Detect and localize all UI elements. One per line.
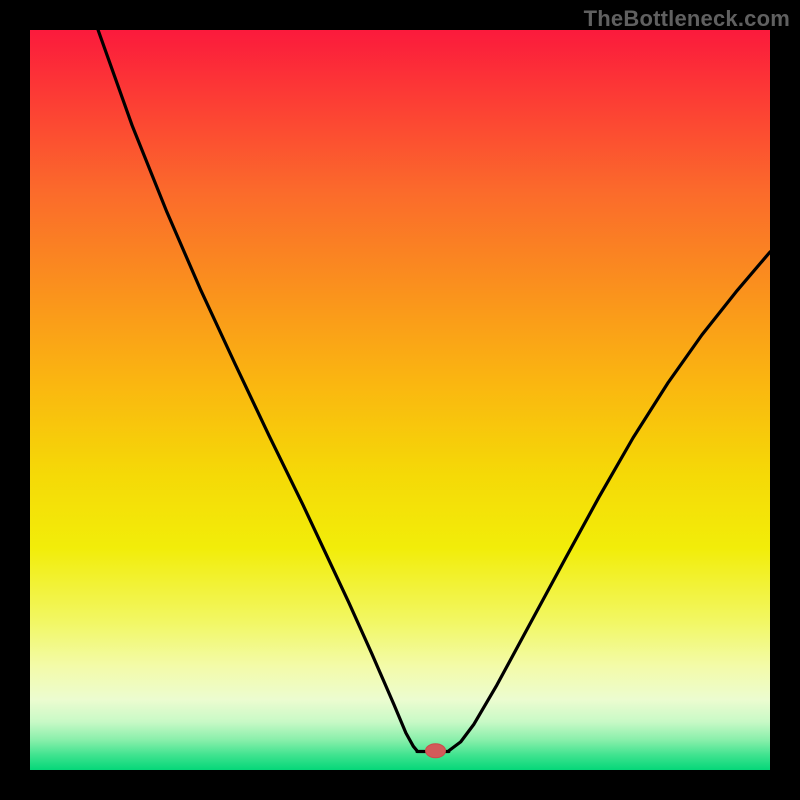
- chart-svg: [0, 0, 800, 800]
- optimal-point-marker: [426, 744, 446, 758]
- watermark-text: TheBottleneck.com: [584, 6, 790, 32]
- chart-stage: TheBottleneck.com: [0, 0, 800, 800]
- plot-background: [30, 30, 770, 770]
